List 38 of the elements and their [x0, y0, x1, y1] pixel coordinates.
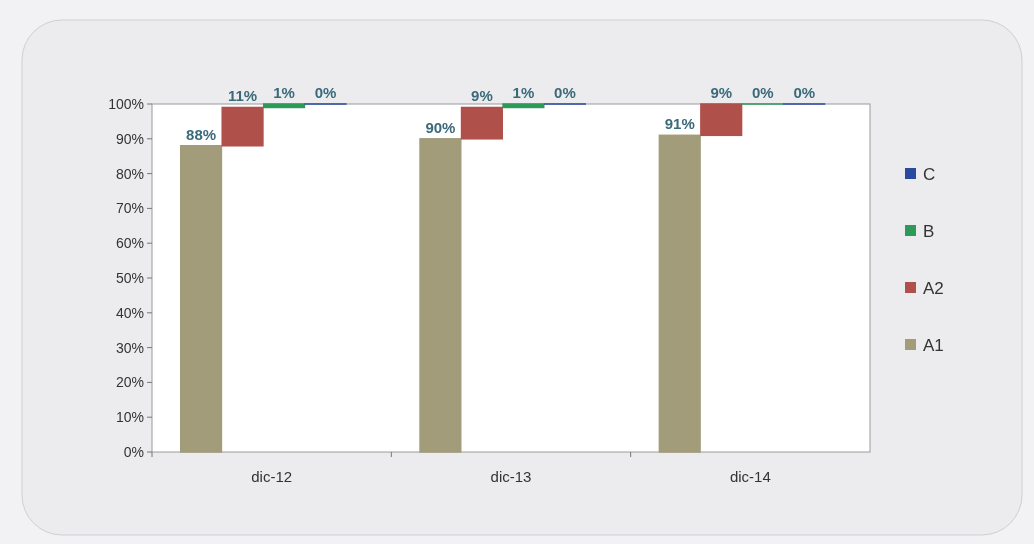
y-tick-label: 40%	[115, 304, 144, 321]
legend-label: C	[923, 164, 936, 184]
y-tick-label: 20%	[115, 374, 144, 391]
bar	[502, 103, 545, 109]
bar	[700, 103, 743, 137]
y-tick-label: 50%	[115, 269, 144, 286]
bar	[460, 106, 503, 140]
y-tick-label: 10%	[115, 409, 144, 426]
data-label: 9%	[471, 87, 493, 105]
x-tick-label: dic-13	[490, 468, 532, 485]
data-label: 0%	[793, 84, 816, 101]
y-tick-label: 0%	[123, 443, 144, 460]
data-label: 1%	[512, 84, 535, 101]
y-tick-label: 90%	[115, 130, 144, 147]
data-label: 0%	[314, 84, 337, 101]
legend-label: A1	[923, 335, 944, 355]
data-label: 0%	[751, 84, 774, 101]
bar	[221, 106, 264, 147]
data-label: 0%	[554, 84, 576, 101]
data-label: 9%	[710, 84, 733, 101]
y-tick-label: 100%	[108, 95, 144, 112]
y-tick-label: 30%	[115, 339, 144, 356]
bar	[658, 134, 701, 453]
x-tick-label: dic-14	[729, 468, 771, 485]
data-label: 88%	[186, 125, 217, 143]
legend-label: B	[923, 221, 935, 241]
bar	[262, 103, 306, 109]
data-label: 90%	[425, 118, 456, 136]
data-label: 91%	[664, 115, 695, 133]
y-tick-label: 60%	[115, 235, 144, 252]
y-tick-label: 80%	[115, 165, 144, 182]
data-label: 1%	[273, 84, 295, 101]
bar	[419, 138, 462, 453]
bar	[179, 145, 223, 453]
y-tick-label: 70%	[115, 200, 144, 217]
legend-label: A2	[923, 278, 944, 298]
x-tick-label: dic-12	[251, 468, 293, 485]
data-label: 11%	[227, 87, 258, 105]
